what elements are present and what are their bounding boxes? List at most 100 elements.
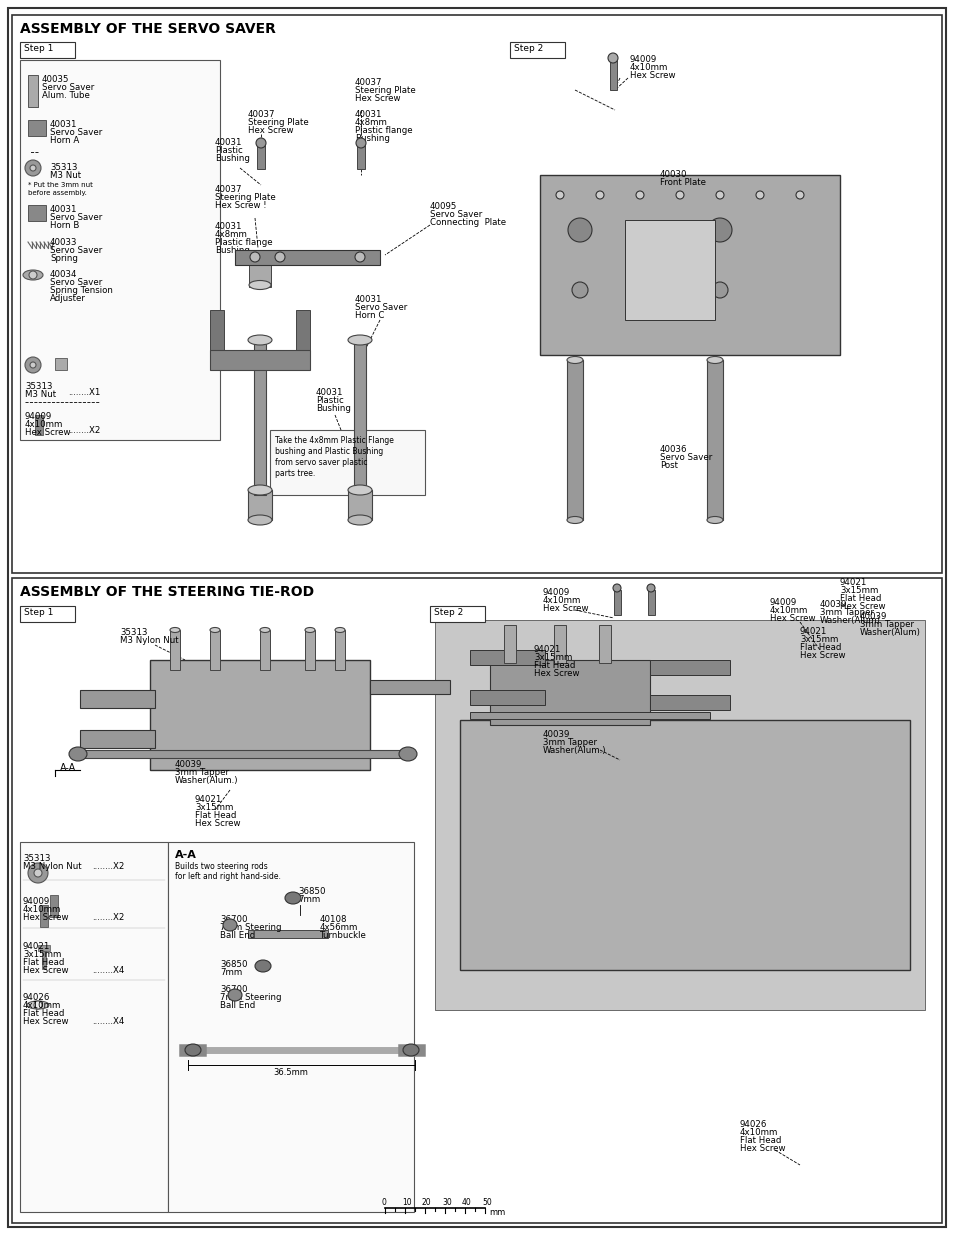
Bar — [470, 713, 709, 719]
Circle shape — [25, 161, 41, 177]
Bar — [210, 630, 220, 671]
Bar — [706, 359, 722, 520]
Text: Horn C: Horn C — [355, 311, 384, 320]
Bar — [28, 205, 46, 221]
Ellipse shape — [27, 1002, 49, 1009]
Text: Steering Plate: Steering Plate — [248, 119, 309, 127]
Text: * Put the 3mm nut: * Put the 3mm nut — [28, 182, 92, 188]
Text: Flat Head: Flat Head — [534, 661, 575, 671]
Bar — [539, 175, 840, 354]
Text: A-A: A-A — [60, 763, 76, 773]
Bar — [510, 42, 564, 58]
Bar — [20, 842, 168, 1212]
Ellipse shape — [260, 627, 270, 632]
Text: 36850: 36850 — [220, 960, 247, 969]
Text: Take the 4x8mm Plastic Flange: Take the 4x8mm Plastic Flange — [274, 436, 394, 445]
Circle shape — [607, 53, 618, 63]
Bar — [256, 144, 265, 169]
Text: 7mm: 7mm — [220, 968, 242, 977]
Bar — [435, 620, 924, 1010]
Bar — [490, 659, 649, 725]
Text: 40039: 40039 — [542, 730, 570, 739]
Text: for left and right hand-side.: for left and right hand-side. — [174, 872, 280, 881]
Circle shape — [613, 584, 620, 592]
Text: ........X2: ........X2 — [91, 913, 124, 923]
Bar — [78, 750, 408, 758]
Circle shape — [716, 191, 723, 199]
Text: Plastic flange: Plastic flange — [355, 126, 413, 135]
Text: M3 Nylon Nut: M3 Nylon Nut — [120, 636, 178, 645]
Bar — [260, 630, 270, 671]
Text: 40031: 40031 — [355, 110, 382, 119]
Text: 40039: 40039 — [174, 760, 202, 769]
Text: 50: 50 — [481, 1198, 491, 1207]
Ellipse shape — [185, 1044, 201, 1056]
Text: M3 Nut: M3 Nut — [25, 390, 56, 399]
Ellipse shape — [228, 989, 242, 1002]
Bar — [649, 659, 729, 676]
Text: 40039: 40039 — [820, 600, 846, 609]
Text: 10: 10 — [401, 1198, 411, 1207]
Text: Alum. Tube: Alum. Tube — [42, 91, 90, 100]
Text: Front Plate: Front Plate — [659, 178, 705, 186]
Text: 3x15mm: 3x15mm — [534, 653, 572, 662]
Text: Connecting  Plate: Connecting Plate — [430, 219, 506, 227]
Text: 40108: 40108 — [319, 915, 347, 924]
Text: Servo Saver: Servo Saver — [50, 246, 102, 254]
Text: 94026: 94026 — [23, 993, 51, 1002]
Bar — [305, 630, 314, 671]
Text: ASSEMBLY OF THE SERVO SAVER: ASSEMBLY OF THE SERVO SAVER — [20, 22, 275, 36]
Bar — [50, 895, 58, 918]
Ellipse shape — [170, 627, 180, 632]
Circle shape — [250, 252, 260, 262]
Circle shape — [34, 1002, 42, 1009]
Bar — [647, 590, 655, 615]
Text: Servo Saver: Servo Saver — [50, 128, 102, 137]
Bar — [430, 606, 484, 622]
Bar — [470, 650, 544, 664]
Bar — [210, 350, 310, 370]
Ellipse shape — [223, 919, 236, 931]
Text: Flat Head: Flat Head — [23, 958, 64, 967]
Text: Step 2: Step 2 — [514, 44, 542, 53]
Bar — [503, 625, 516, 663]
Text: parts tree.: parts tree. — [274, 469, 314, 478]
Text: 4x56mm: 4x56mm — [319, 923, 358, 932]
Ellipse shape — [706, 516, 722, 524]
Bar — [370, 680, 450, 694]
Text: 36.5mm: 36.5mm — [273, 1068, 308, 1077]
Text: Hex Screw: Hex Screw — [23, 913, 69, 923]
Text: 3mm Tapper: 3mm Tapper — [859, 620, 913, 629]
Text: 40031: 40031 — [50, 120, 77, 128]
Ellipse shape — [348, 485, 372, 495]
Text: Ball End: Ball End — [220, 1002, 255, 1010]
Ellipse shape — [402, 1044, 418, 1056]
Text: 40033: 40033 — [50, 238, 77, 247]
Circle shape — [30, 165, 36, 170]
Text: Step 1: Step 1 — [24, 608, 53, 618]
Text: 94021: 94021 — [194, 795, 222, 804]
Text: Hex Screw: Hex Screw — [194, 819, 240, 827]
Bar — [12, 15, 941, 573]
Text: 7mm Steering: 7mm Steering — [220, 923, 281, 932]
Text: Ball End: Ball End — [220, 931, 255, 940]
Text: ........X1: ........X1 — [68, 388, 100, 396]
Circle shape — [707, 219, 731, 242]
Text: 94021: 94021 — [534, 645, 560, 655]
Circle shape — [274, 252, 285, 262]
Ellipse shape — [254, 960, 271, 972]
Text: 40037: 40037 — [248, 110, 275, 119]
Circle shape — [556, 191, 563, 199]
Text: 94009: 94009 — [23, 897, 51, 906]
Text: Washer(Alum.): Washer(Alum.) — [542, 746, 606, 755]
Text: bushing and Plastic Bushing: bushing and Plastic Bushing — [274, 447, 383, 456]
Bar — [295, 310, 310, 359]
Text: Flat Head: Flat Head — [740, 1136, 781, 1145]
Bar — [335, 630, 345, 671]
Bar — [150, 659, 370, 769]
Text: Bushing: Bushing — [355, 135, 390, 143]
Text: 4x10mm: 4x10mm — [769, 606, 807, 615]
Text: 35313: 35313 — [25, 382, 52, 391]
Text: mm: mm — [489, 1208, 505, 1216]
Circle shape — [755, 191, 763, 199]
